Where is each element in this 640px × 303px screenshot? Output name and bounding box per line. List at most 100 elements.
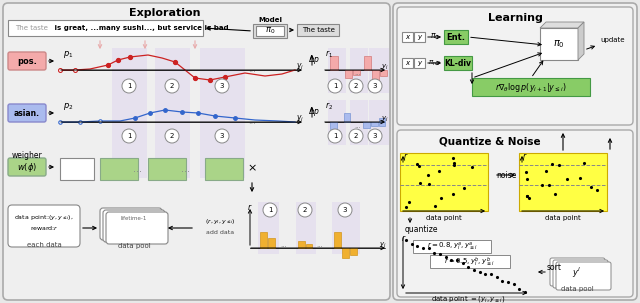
Text: update: update [600,37,625,43]
Bar [371,122,378,126]
Text: ...: ... [132,164,141,174]
Bar [540,28,578,60]
Bar [380,70,387,76]
Text: $r$: $r$ [401,233,406,243]
Bar [256,26,284,36]
Bar [369,100,389,145]
Bar [148,158,186,180]
Bar [205,158,243,180]
Bar [330,122,337,129]
Bar [342,248,349,258]
Text: y: y [417,34,421,40]
Circle shape [368,79,382,93]
Text: data point:$(y, y_{\leq i})$,: data point:$(y, y_{\leq i})$, [14,214,74,222]
Bar [369,48,389,93]
Circle shape [349,79,363,93]
FancyBboxPatch shape [100,208,162,240]
Text: $\times$: $\times$ [247,163,257,173]
Circle shape [165,79,179,93]
Text: $\pi_{\rm ref}$: $\pi_{\rm ref}$ [428,58,442,68]
Text: $r_1$: $r_1$ [325,48,333,60]
Bar [298,241,305,248]
Text: 3: 3 [372,83,377,89]
Text: each data: each data [27,242,61,248]
Bar [472,78,590,96]
Text: Quantize & Noise: Quantize & Noise [439,137,541,147]
Text: 2: 2 [303,207,307,213]
Bar [328,100,346,145]
Text: 3: 3 [372,133,377,139]
Text: $y^l$: $y^l$ [572,266,582,280]
Bar [350,248,357,255]
Circle shape [328,129,342,143]
Text: pos.: pos. [17,56,37,65]
FancyBboxPatch shape [103,210,165,242]
Bar [344,113,350,122]
Text: ...: ... [355,123,362,129]
Bar [100,158,138,180]
Text: sort: sort [547,264,561,272]
Text: $r$: $r$ [247,202,253,212]
Text: 1: 1 [268,207,272,213]
FancyBboxPatch shape [553,260,608,288]
FancyBboxPatch shape [8,205,80,247]
Circle shape [215,79,229,93]
Bar [430,255,510,268]
Circle shape [215,129,229,143]
Text: ...: ... [355,70,362,76]
Bar [402,58,413,68]
Bar [328,48,346,93]
Text: $p_2$: $p_2$ [63,101,74,112]
Text: y: y [417,60,421,66]
Text: quantize: quantize [405,225,438,235]
Circle shape [349,129,363,143]
Text: 1: 1 [333,133,337,139]
Text: KL-div: KL-div [445,58,472,68]
Bar [200,48,245,178]
Bar [332,202,360,254]
Text: 3: 3 [220,133,224,139]
Bar [519,153,607,211]
Bar [350,48,368,93]
Circle shape [263,203,277,217]
Text: data point: data point [545,215,581,221]
Text: $r=0.5, y_i^b, y^b_{\leq i}$: $r=0.5, y_i^b, y^b_{\leq i}$ [444,255,495,269]
Circle shape [368,129,382,143]
Circle shape [122,79,136,93]
Bar [402,32,413,42]
Text: ...: ... [317,242,323,248]
Bar [444,30,468,44]
Text: Learning: Learning [488,13,543,23]
Text: 3: 3 [343,207,348,213]
Text: $r$: $r$ [522,151,527,161]
Bar [112,48,147,178]
Text: 1: 1 [127,83,131,89]
Text: Ent.: Ent. [447,32,465,42]
Text: 1: 1 [333,83,337,89]
Text: $y_i$: $y_i$ [381,115,389,124]
Bar [306,244,312,248]
Bar [155,48,190,178]
Text: $r$: $r$ [403,151,408,161]
Bar [253,24,287,38]
Text: data pool: data pool [561,286,593,292]
Bar [413,240,491,253]
Text: $\pi_0$: $\pi_0$ [430,32,440,42]
Bar [379,122,385,126]
Bar [350,100,368,145]
Bar [330,56,338,70]
Circle shape [328,79,342,93]
Text: $y_i$: $y_i$ [379,240,387,250]
Text: x: x [405,34,409,40]
Text: 3: 3 [220,83,224,89]
Text: $w(\phi)$: $w(\phi)$ [17,161,37,174]
Text: 2: 2 [354,133,358,139]
Bar [268,238,275,248]
Text: $r=0.8, y_i^a, y^a_{\leq i}$: $r=0.8, y_i^a, y^a_{\leq i}$ [427,241,477,253]
Text: $r_2$: $r_2$ [325,100,333,112]
Text: The taste: The taste [15,25,48,31]
Text: 2: 2 [354,83,358,89]
Text: asian.: asian. [14,108,40,118]
Text: ...: ... [180,164,189,174]
Bar [345,70,352,78]
